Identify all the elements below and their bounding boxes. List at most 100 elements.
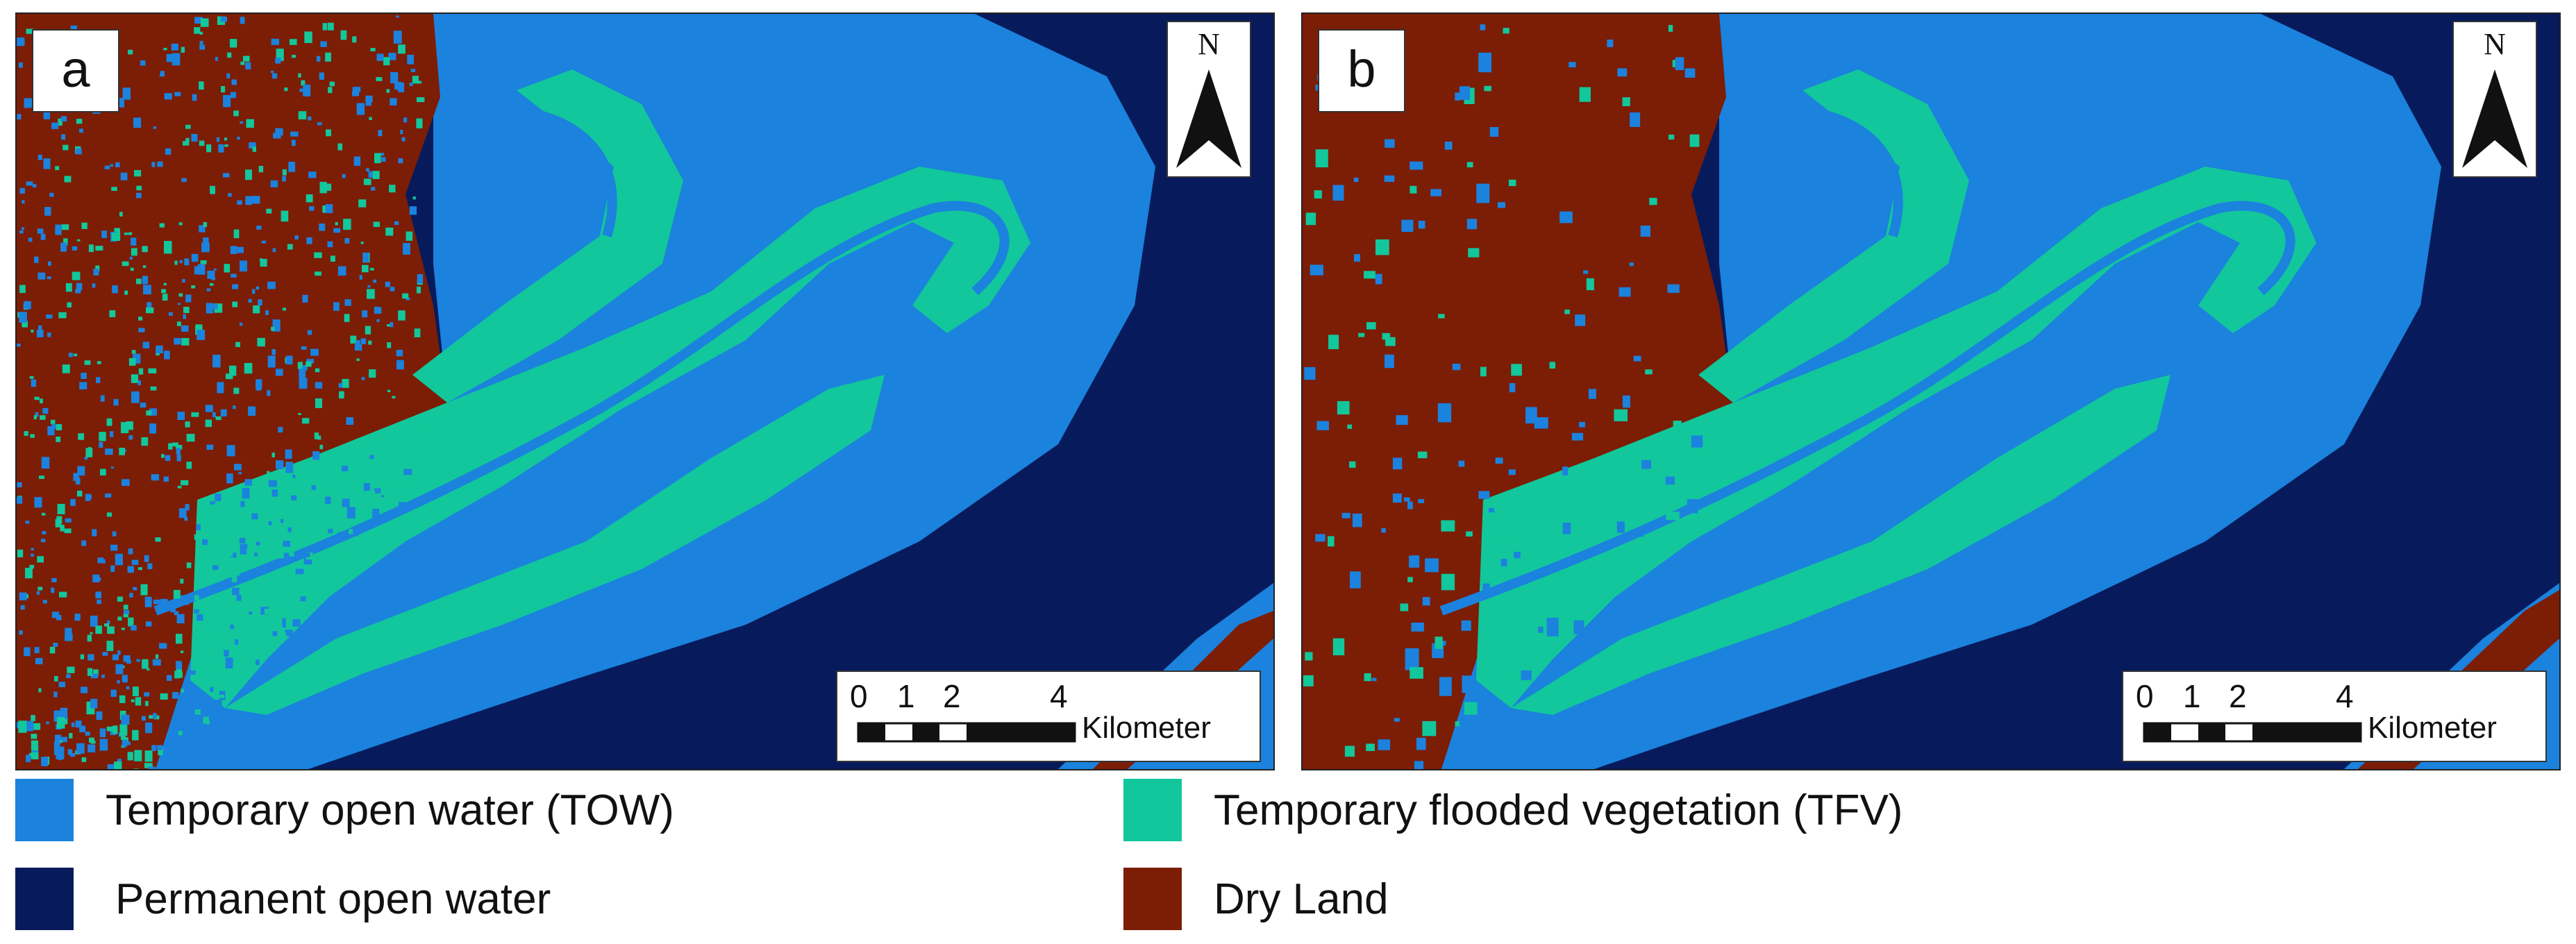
urban-speck	[88, 244, 94, 253]
urban-speck	[117, 616, 122, 621]
urban-speck	[1328, 536, 1335, 547]
urban-speck	[200, 18, 209, 27]
urban-speck	[319, 72, 324, 80]
urban-speck	[1691, 435, 1703, 448]
urban-speck	[191, 253, 199, 262]
urban-speck	[79, 725, 86, 732]
urban-speck	[320, 41, 327, 47]
urban-speck	[194, 266, 201, 275]
urban-speck	[1305, 652, 1313, 661]
urban-speck	[233, 529, 241, 539]
urban-speck	[356, 358, 360, 361]
north-label: N	[1198, 27, 1220, 61]
urban-speck	[316, 509, 322, 517]
legend-swatch-tow	[15, 779, 74, 841]
urban-speck	[106, 641, 114, 651]
urban-speck	[76, 239, 81, 242]
urban-speck	[236, 595, 242, 601]
urban-speck	[314, 252, 322, 258]
urban-speck	[368, 171, 374, 178]
urban-speck	[76, 283, 83, 291]
urban-speck	[225, 657, 233, 668]
urban-speck	[256, 541, 260, 546]
urban-speck	[19, 187, 25, 194]
urban-speck	[291, 495, 297, 500]
urban-speck	[1382, 332, 1391, 340]
urban-speck	[285, 630, 293, 637]
urban-speck	[25, 568, 33, 579]
urban-speck	[1482, 583, 1490, 593]
urban-speck	[306, 361, 312, 367]
urban-speck	[123, 614, 128, 618]
urban-speck	[127, 752, 133, 761]
urban-speck	[1461, 620, 1471, 631]
urban-speck	[37, 330, 44, 337]
urban-speck	[31, 752, 39, 759]
urban-speck	[75, 149, 82, 155]
urban-speck	[261, 240, 266, 244]
urban-speck	[302, 294, 308, 303]
urban-speck	[73, 473, 79, 481]
urban-speck	[58, 312, 67, 319]
urban-speck	[219, 694, 225, 698]
canal-upper	[516, 106, 617, 238]
urban-speck	[145, 723, 153, 734]
urban-speck	[272, 631, 278, 637]
urban-speck	[31, 330, 34, 333]
urban-speck	[133, 117, 142, 128]
urban-speck	[111, 233, 119, 241]
urban-speck	[17, 37, 25, 47]
urban-water-speckles	[17, 15, 425, 769]
urban-speck	[1414, 761, 1424, 769]
classified-map-a	[17, 14, 1273, 769]
urban-speck	[61, 736, 67, 743]
urban-speck	[1478, 491, 1490, 499]
urban-speck	[151, 745, 156, 751]
urban-speck	[1394, 718, 1400, 722]
urban-speck	[24, 721, 31, 730]
urban-speck	[66, 674, 71, 678]
urban-speck	[102, 652, 108, 656]
urban-speck	[367, 289, 375, 299]
urban-speck	[228, 193, 232, 197]
urban-speck	[339, 391, 344, 399]
urban-speck	[174, 611, 179, 616]
urban-speck	[1629, 262, 1634, 267]
urban-speck	[81, 540, 87, 546]
urban-speck	[229, 365, 237, 376]
urban-speck	[352, 36, 357, 43]
urban-speck	[196, 614, 203, 621]
urban-speck	[1616, 521, 1625, 533]
north-arrow: N	[1166, 21, 1251, 178]
urban-speck	[226, 73, 231, 78]
urban-speck	[39, 475, 44, 479]
urban-speck	[95, 265, 100, 271]
urban-speck	[143, 285, 151, 295]
urban-speck	[238, 471, 242, 475]
urban-speck	[1352, 513, 1362, 528]
urban-speck	[1304, 366, 1316, 380]
urban-speck	[40, 233, 46, 240]
urban-speck	[134, 750, 142, 761]
urban-speck	[112, 285, 118, 294]
urban-speck	[189, 670, 196, 675]
urban-speck	[109, 310, 116, 317]
urban-speck	[68, 353, 73, 357]
urban-speck	[322, 205, 328, 213]
river-channel	[1439, 201, 2295, 616]
urban-speck	[278, 600, 283, 605]
urban-speck	[192, 94, 197, 101]
urban-speck	[55, 166, 60, 171]
urban-speck	[256, 659, 260, 666]
urban-speck	[416, 118, 423, 128]
legend-item-tfv: Temporary flooded vegetation (TFV)	[1123, 779, 2304, 841]
urban-speck	[87, 634, 92, 642]
urban-speck	[34, 647, 40, 653]
urban-speck	[1488, 507, 1494, 513]
urban-speck	[251, 289, 256, 294]
urban-speck	[1484, 85, 1491, 92]
urban-speck	[1456, 759, 1462, 764]
urban-speck	[140, 403, 147, 408]
urban-speck	[121, 734, 126, 740]
panel-label-b: b	[1318, 29, 1405, 112]
